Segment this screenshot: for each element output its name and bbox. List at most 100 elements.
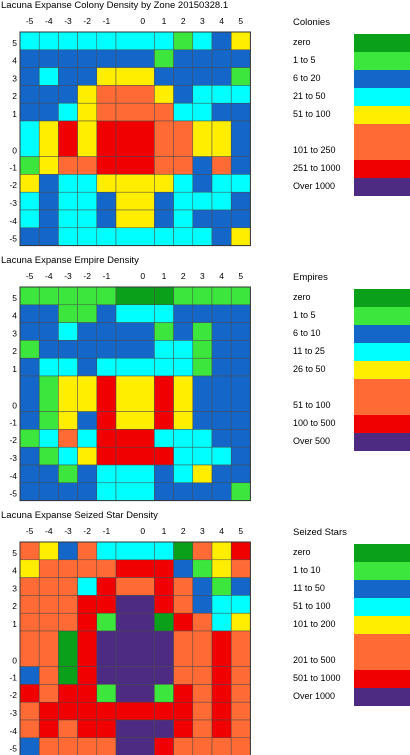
heatmap-cell	[173, 120, 194, 157]
legend-label: zero	[293, 37, 311, 47]
heatmap-cell	[154, 49, 174, 68]
legend-swatch	[354, 544, 410, 562]
heatmap-cell	[211, 209, 232, 229]
x-tick-label: 3	[200, 16, 205, 26]
heatmap-cell	[115, 375, 155, 412]
heatmap-cell	[211, 120, 232, 157]
heatmap-cell	[77, 340, 98, 359]
heatmap-cell	[19, 156, 40, 175]
heatmap-cell	[58, 630, 78, 667]
heatmap-cell	[192, 340, 213, 359]
heatmap-cell	[38, 67, 59, 86]
x-tick-label: 5	[238, 271, 243, 281]
heatmap-cell	[230, 559, 251, 578]
x-tick-label: -5	[26, 271, 34, 281]
legend-label: 51 to 100	[293, 109, 331, 119]
legend-swatch	[354, 343, 410, 361]
heatmap-cell	[211, 666, 232, 685]
heatmap-cell	[211, 737, 232, 755]
heatmap-cell	[77, 174, 98, 193]
heatmap-cell	[192, 85, 213, 104]
heatmap-cell	[154, 411, 174, 430]
heatmap-cell	[230, 666, 251, 685]
heatmap-cell	[230, 67, 251, 86]
heatmap-cell	[211, 357, 232, 377]
heatmap-cell	[211, 612, 232, 632]
heatmap-cell	[77, 357, 98, 377]
heatmap-cell	[19, 464, 40, 484]
x-tick-label: 3	[200, 271, 205, 281]
heatmap-cell	[58, 174, 78, 193]
heatmap-cell	[173, 286, 194, 306]
legend-swatch	[354, 124, 410, 160]
x-tick-label: -5	[26, 526, 34, 536]
heatmap-cell	[154, 375, 174, 412]
heatmap-cell	[77, 120, 98, 157]
heatmap-cell	[38, 322, 59, 341]
heatmap-cell	[38, 595, 59, 614]
heatmap-cell	[77, 191, 98, 211]
y-tick-label: 4	[12, 566, 17, 576]
heatmap-cell	[38, 666, 59, 685]
legend-label: Over 500	[293, 436, 331, 446]
heatmap-cell	[38, 85, 59, 104]
y-tick-label: 1	[12, 619, 17, 629]
y-tick-label: 3	[12, 583, 17, 593]
heatmap-cell	[230, 85, 251, 104]
heatmap-cell	[19, 737, 40, 755]
heatmap-cell	[38, 559, 59, 578]
heatmap-cell	[230, 464, 251, 484]
heatmap-cell	[38, 191, 59, 211]
heatmap-cell	[38, 701, 59, 721]
heatmap-cell	[58, 102, 78, 122]
heatmap-cell	[173, 49, 194, 68]
heatmap-cell	[173, 429, 194, 448]
heatmap-cell	[211, 102, 232, 122]
heatmap-cell	[19, 191, 40, 211]
heatmap-cell	[211, 49, 232, 68]
heatmap-cell	[154, 227, 174, 246]
heatmap-cell	[211, 429, 232, 448]
heatmap-cell	[115, 737, 155, 755]
heatmap-cell	[211, 411, 232, 430]
heatmap-cell	[211, 67, 232, 86]
heatmap-cell	[77, 577, 98, 596]
heatmap-cell	[58, 482, 78, 501]
heatmap-cell	[58, 612, 78, 632]
heatmap-cell	[211, 191, 232, 211]
heatmap-cell	[192, 559, 213, 578]
heatmap-cell	[96, 577, 117, 596]
heatmap-cell	[154, 209, 174, 229]
heatmap-cell	[77, 286, 98, 306]
y-tick-label: 1	[12, 364, 17, 374]
heatmap-cell	[77, 304, 98, 323]
heatmap-cell	[192, 227, 213, 246]
heatmap-cell	[192, 375, 213, 412]
heatmap-cell	[19, 227, 40, 246]
x-tick-label: -1	[103, 526, 111, 536]
legend-swatch	[354, 433, 410, 451]
heatmap-cell	[77, 411, 98, 430]
heatmap-cell	[115, 67, 155, 86]
x-tick-label: -1	[103, 271, 111, 281]
legend-label: 201 to 500	[293, 655, 336, 665]
heatmap-cell	[96, 209, 117, 229]
y-tick-label: 0	[12, 656, 17, 666]
heatmap-cell	[230, 340, 251, 359]
y-tick-label: 2	[12, 91, 17, 101]
heatmap-cell	[230, 102, 251, 122]
heatmap-cell	[58, 31, 78, 51]
heatmap-cell	[58, 357, 78, 377]
heatmap-cell	[58, 701, 78, 721]
heatmap-cell	[173, 174, 194, 193]
colony-density-panel: Lacuna Expanse Colony Density by Zone 20…	[0, 0, 410, 247]
legend-label: zero	[293, 547, 311, 557]
y-tick-label: -4	[9, 726, 17, 736]
heatmap-cell	[173, 375, 194, 412]
x-tick-label: 5	[238, 16, 243, 26]
y-tick-label: -2	[9, 690, 17, 700]
legend-swatch	[354, 307, 410, 325]
x-tick-label: -4	[45, 271, 53, 281]
heatmap-cell	[58, 67, 78, 86]
heatmap-cell	[173, 227, 194, 246]
